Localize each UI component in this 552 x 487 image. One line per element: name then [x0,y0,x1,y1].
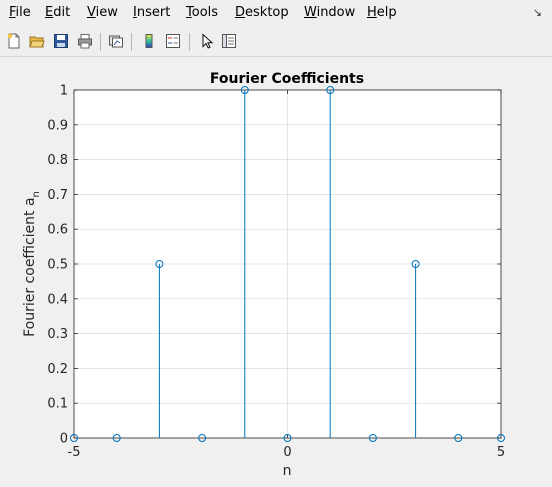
y-tick-label: 0.4 [47,292,68,307]
toolbar-separator [131,33,132,51]
y-tick-label: 0.3 [47,327,68,342]
property-editor-icon[interactable] [219,31,239,51]
save-icon[interactable] [51,31,71,51]
stem-marker [155,260,164,268]
toolbar-separator [189,33,190,51]
stem-marker [240,86,249,94]
chart-title: Fourier Coefficients [210,71,364,87]
stem-marker [326,86,335,94]
stem-marker [70,434,78,442]
menu-window[interactable]: Window [304,5,356,20]
y-tick-label: 0.5 [47,258,68,273]
y-tick-label: 0.8 [47,153,68,168]
y-axis-label: Fourier coefficient an [22,191,42,337]
menu-help[interactable]: Help [367,5,397,20]
x-tick-label: -5 [68,445,81,460]
menu-file[interactable]: File [9,5,31,20]
stem-chart: -5 0 500.10.20.30.40.50.60.70.80.91 Fourie… [22,71,505,479]
y-tick-label: 0.9 [47,118,68,133]
legend-icon[interactable] [163,31,183,51]
toolbar [0,28,552,57]
menu-desktop[interactable]: Desktop [235,5,289,20]
x-tick-label: 0 [283,445,291,460]
undock-icon[interactable]: ↘ [532,6,542,19]
stem-marker [497,434,505,442]
x-axis-label: n [283,463,292,479]
tick-marks [73,89,502,439]
y-tick-label: 0.6 [47,223,68,238]
stem-marker [411,260,420,268]
stem-marker [454,434,463,442]
y-axis-label-subscript: n [31,191,42,197]
menu-insert[interactable]: Insert [133,5,171,20]
y-tick-label: 0.1 [47,397,68,412]
pointer-icon[interactable] [197,31,217,51]
y-tick-label: 0 [60,432,68,447]
menu-tools[interactable]: Tools [186,5,219,20]
colorbar-icon[interactable] [139,31,159,51]
stem-series [70,86,505,442]
stem-marker [283,434,292,442]
menu-bar: File Edit View Insert Tools Desktop Wind… [0,0,552,28]
stem-marker [198,434,207,442]
toolbar-separator [100,33,101,51]
stem-marker [368,434,377,442]
new-file-icon[interactable] [4,31,24,51]
menu-view[interactable]: View [87,5,118,20]
link-plot-icon[interactable] [106,31,126,51]
print-icon[interactable] [75,31,95,51]
menu-edit[interactable]: Edit [45,5,71,20]
y-tick-label: 0.7 [47,188,68,203]
stem-marker [112,434,121,442]
y-axis-label-main: Fourier coefficient a [22,197,38,336]
y-tick-label: 1 [60,84,68,99]
tick-labels: -5 0 500.10.20.30.40.50.60.70.80.91 [47,84,505,461]
y-tick-label: 0.2 [47,362,68,377]
figure-canvas: -5 0 5 0 0.1 0.2 0.3 0.4 0.5 0.6 0.7 0.8 0.9 1 Fourie… [0,57,552,483]
open-folder-icon[interactable] [27,31,47,51]
x-tick-label: 5 [497,445,505,460]
